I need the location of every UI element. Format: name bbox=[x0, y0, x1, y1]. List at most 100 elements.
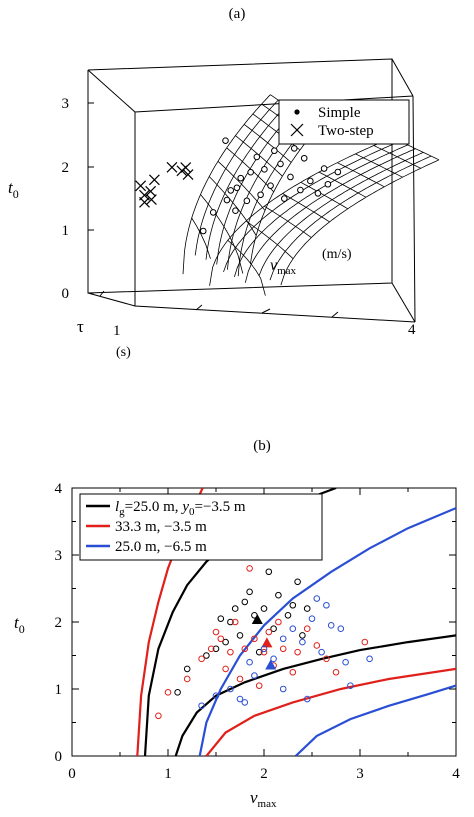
curve bbox=[294, 684, 456, 756]
curve bbox=[174, 634, 456, 756]
data-point bbox=[323, 601, 330, 609]
legend-entry-text: 33.3 m, −3.5 m bbox=[115, 519, 207, 535]
data-point bbox=[217, 615, 225, 622]
floor-tick-mark bbox=[331, 311, 339, 318]
data-point bbox=[313, 642, 321, 649]
twostep-marker bbox=[180, 162, 192, 173]
data-point bbox=[299, 632, 306, 639]
surface-cross-line bbox=[243, 124, 292, 163]
data-point bbox=[207, 645, 215, 653]
x-tick-label: 1 bbox=[164, 766, 172, 782]
simple-marker bbox=[334, 168, 342, 176]
simple-marker bbox=[233, 184, 241, 192]
data-point bbox=[303, 695, 311, 703]
panel-a-z-ticks bbox=[88, 102, 94, 294]
data-point bbox=[251, 672, 258, 679]
simple-marker bbox=[243, 197, 251, 205]
x-tick-label: 0 bbox=[68, 766, 76, 782]
legend-twostep-label: Two-step bbox=[318, 123, 374, 139]
data-point bbox=[332, 668, 340, 676]
x-tick-label: 2 bbox=[260, 766, 268, 782]
panel-b-y-axis-label: t0 bbox=[14, 613, 25, 636]
data-point bbox=[289, 668, 297, 676]
simple-marker bbox=[271, 147, 278, 155]
data-point bbox=[203, 652, 210, 659]
surface-mesh-line bbox=[258, 152, 424, 276]
twostep-marker bbox=[182, 169, 194, 180]
legend-entry-text: l bbox=[115, 499, 119, 515]
data-point bbox=[241, 598, 249, 606]
surface-mesh-line bbox=[244, 148, 416, 283]
curve bbox=[205, 667, 456, 756]
twostep-marker-stroke bbox=[148, 174, 160, 186]
legend-box bbox=[278, 99, 410, 145]
simple-marker bbox=[307, 177, 314, 185]
data-point bbox=[313, 595, 321, 602]
data-point bbox=[227, 648, 234, 656]
legend-entry-text: =−3.5 m bbox=[194, 499, 245, 515]
curve bbox=[198, 507, 456, 756]
data-point bbox=[236, 675, 244, 683]
twostep-marker-stroke bbox=[139, 196, 150, 208]
panel-a-legend: Simple Two-step bbox=[278, 99, 410, 145]
data-point bbox=[241, 699, 249, 706]
tau-axis-label: τ bbox=[77, 317, 84, 336]
simple-marker bbox=[281, 195, 288, 202]
data-point bbox=[265, 568, 273, 576]
surface-mesh-line bbox=[194, 99, 279, 256]
data-point bbox=[255, 648, 263, 656]
data-point bbox=[327, 622, 335, 629]
panel-b-x-axis-label: vmax bbox=[250, 788, 277, 810]
y-tick-label: 3 bbox=[55, 548, 63, 564]
simple-marker bbox=[320, 165, 328, 172]
data-point bbox=[236, 632, 244, 639]
vmax-axis-label: vmax bbox=[270, 257, 297, 277]
legend-entry-text: y bbox=[180, 499, 189, 515]
simple-marker bbox=[223, 196, 231, 204]
simple-marker bbox=[287, 173, 294, 181]
surface-cross-line bbox=[355, 153, 403, 178]
surface-mesh-line bbox=[269, 155, 432, 281]
simple-marker bbox=[227, 187, 235, 194]
floor-tick-mark bbox=[195, 304, 203, 311]
surface-cross-line bbox=[318, 171, 367, 198]
y-tick-label: 0 bbox=[55, 749, 63, 765]
data-point bbox=[279, 635, 287, 643]
panel-a-label: (a) bbox=[229, 6, 246, 22]
z-axis-label: t0 bbox=[8, 178, 19, 201]
twostep-marker-stroke bbox=[166, 161, 178, 173]
surface-mesh-line bbox=[234, 144, 408, 278]
z-tick-label: 3 bbox=[62, 96, 70, 112]
z-tick-label: 2 bbox=[62, 160, 70, 176]
data-point bbox=[275, 618, 282, 626]
twostep-marker-stroke bbox=[135, 180, 147, 192]
panel-b-legend: lg=25.0 m, y0=−3.5 m33.3 m, −3.5 m25.0 m… bbox=[79, 493, 323, 561]
vmax-tick-label: 4 bbox=[408, 322, 416, 338]
box-edge-tr bbox=[391, 58, 414, 97]
y-tick-label: 4 bbox=[55, 481, 63, 497]
simple-marker bbox=[253, 153, 261, 161]
surface-cross-line bbox=[264, 205, 312, 238]
y-tick-label: 1 bbox=[55, 682, 63, 698]
panel-a-markers bbox=[135, 137, 342, 235]
data-point bbox=[347, 682, 354, 689]
simple-marker bbox=[277, 160, 284, 168]
data-point bbox=[366, 655, 373, 663]
surface-mesh-line bbox=[280, 159, 440, 286]
data-point bbox=[270, 625, 277, 633]
data-point bbox=[303, 625, 311, 633]
panel-a-z-tick-labels: 3 2 1 0 bbox=[62, 96, 70, 302]
data-point bbox=[265, 628, 273, 636]
data-point bbox=[303, 605, 311, 612]
surface-cross-line bbox=[282, 193, 330, 223]
data-point bbox=[236, 695, 244, 703]
simple-marker bbox=[257, 191, 264, 199]
data-point bbox=[183, 675, 191, 683]
data-point bbox=[294, 578, 301, 586]
data-point bbox=[289, 625, 297, 633]
data-point bbox=[337, 625, 345, 633]
surface-cross-line bbox=[226, 147, 274, 193]
data-point bbox=[308, 615, 316, 622]
data-point bbox=[227, 618, 234, 626]
